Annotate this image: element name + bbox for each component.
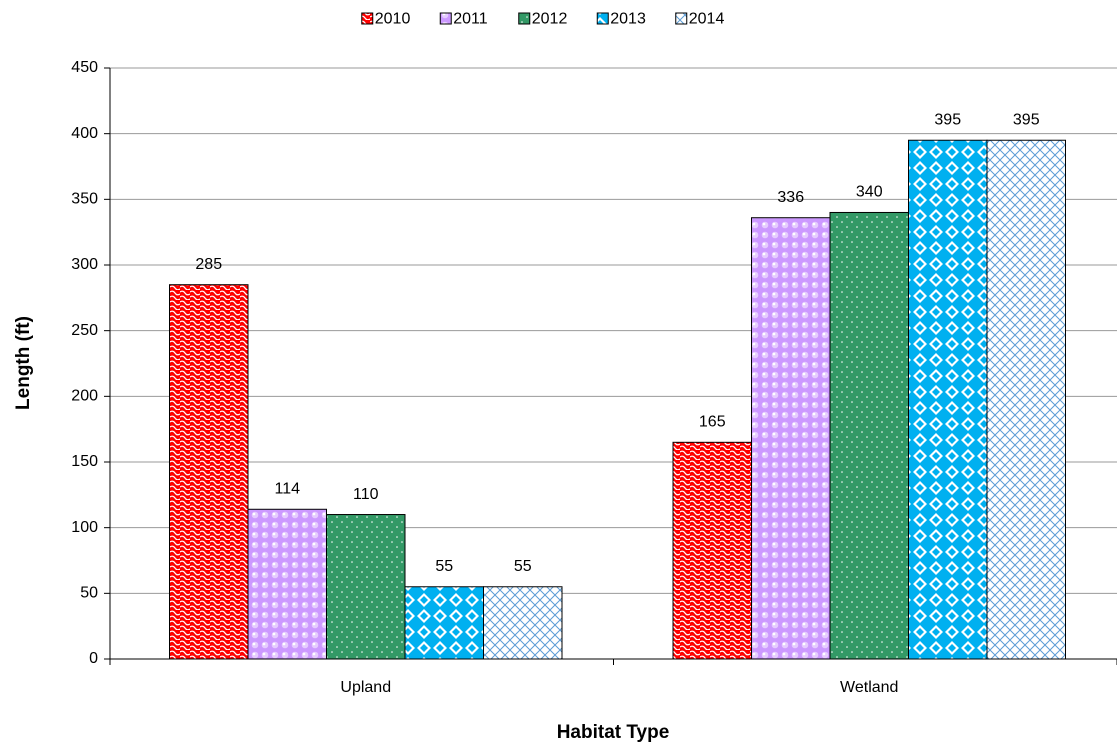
legend-label: 2013: [610, 11, 646, 28]
y-tick-label: 300: [71, 256, 98, 273]
legend-swatch: [675, 12, 688, 25]
legend-swatch: [596, 12, 609, 25]
data-label: 395: [1013, 111, 1040, 128]
y-tick-label: 350: [71, 191, 98, 208]
y-tick-label: 200: [71, 388, 98, 405]
x-axis-title: Habitat Type: [557, 722, 670, 743]
y-tick-label: 150: [71, 453, 98, 470]
data-label: 165: [699, 414, 726, 431]
y-tick-label: 0: [89, 650, 98, 667]
bar: [829, 211, 909, 660]
data-label: 395: [934, 111, 961, 128]
y-tick-label: 250: [71, 322, 98, 339]
data-label: 285: [195, 256, 222, 273]
bar: [908, 139, 988, 660]
bar: [986, 139, 1066, 660]
data-label: 110: [353, 486, 379, 503]
legend-label: 2011: [453, 11, 488, 28]
legend-swatch: [439, 12, 452, 25]
data-label: 55: [435, 558, 453, 575]
bar: [326, 514, 406, 660]
y-tick-label: 50: [80, 585, 98, 602]
x-tick-label: Upland: [340, 679, 391, 696]
legend-swatch: [361, 12, 374, 25]
data-label: 336: [777, 189, 804, 206]
data-label: 55: [514, 558, 532, 575]
legend-label: 2012: [532, 11, 568, 28]
x-tick-label: Wetland: [840, 679, 898, 696]
bar: [247, 508, 327, 660]
data-label: 114: [274, 480, 300, 497]
y-axis-title: Length (ft): [13, 316, 34, 410]
legend-label: 2010: [375, 11, 411, 28]
bar: [483, 586, 563, 660]
bar: [751, 217, 831, 660]
bar: [169, 284, 249, 660]
legend-label: 2014: [689, 11, 725, 28]
bar: [404, 586, 484, 660]
legend-swatch: [518, 12, 531, 25]
y-tick-label: 400: [71, 125, 98, 142]
data-label: 340: [856, 184, 883, 201]
y-tick-label: 100: [71, 519, 98, 536]
y-tick-label: 450: [71, 59, 98, 76]
bar: [672, 441, 752, 660]
